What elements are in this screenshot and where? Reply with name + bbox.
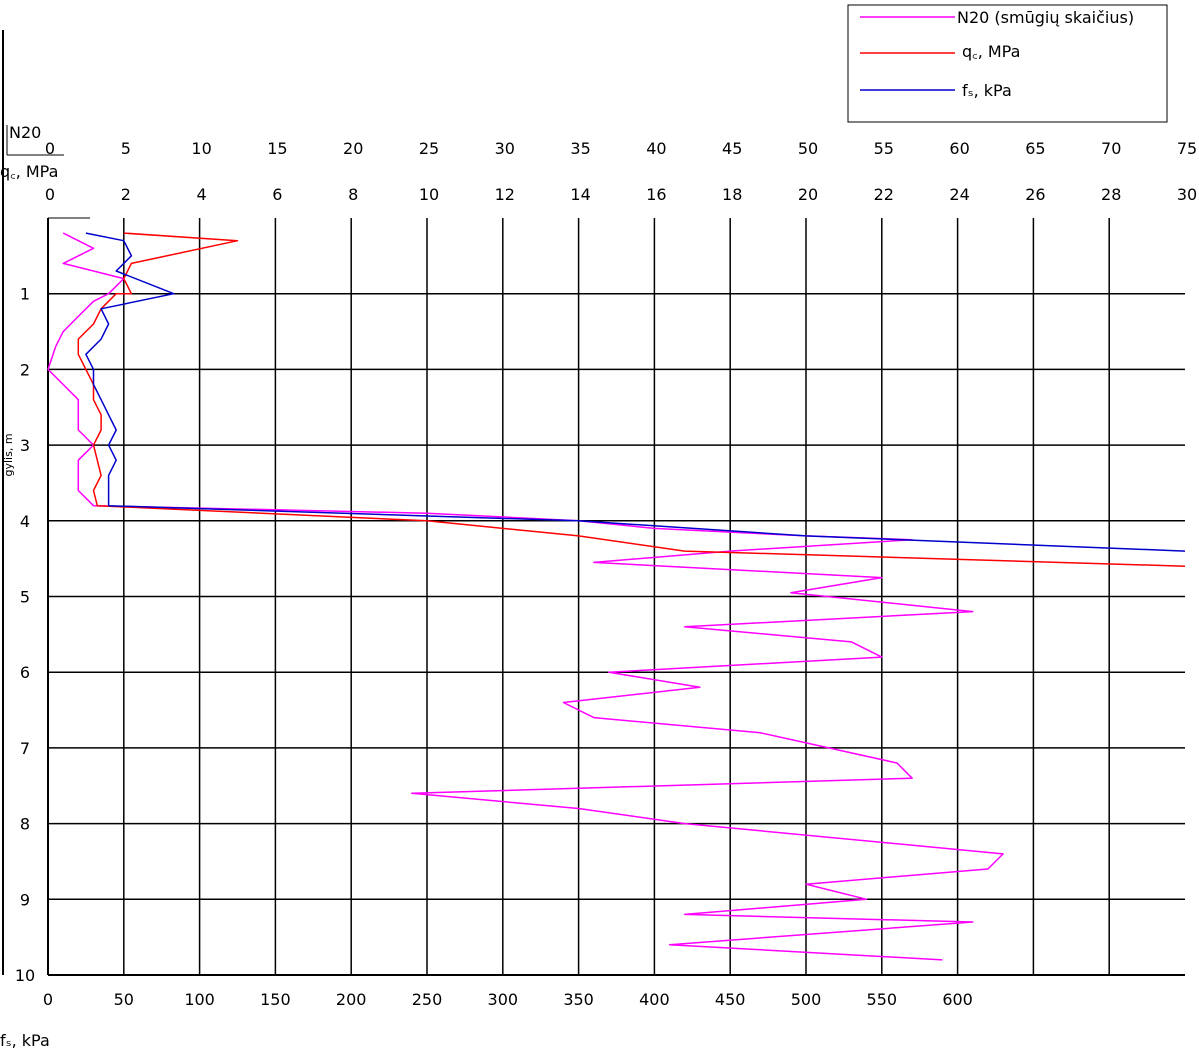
qc-tick-label: 12 — [495, 185, 515, 204]
qc-tick-label: 10 — [419, 185, 439, 204]
n20-tick-label: 30 — [495, 139, 515, 158]
legend-box — [847, 4, 1168, 123]
n20-tick-label: 25 — [419, 139, 439, 158]
n20-tick-label: 70 — [1101, 139, 1121, 158]
n20-axis-title: N20 — [9, 123, 41, 142]
fs-tick-label: 300 — [488, 990, 519, 1009]
qc-tick-label: 2 — [121, 185, 131, 204]
series-layer — [47, 232, 1186, 961]
n20-tick-label: 65 — [1025, 139, 1045, 158]
depth-tick-label: 1 — [20, 285, 30, 304]
series-line-fs — [85, 232, 1186, 552]
fs-tick-label: 500 — [791, 990, 822, 1009]
y-axis-title: gylis, m — [2, 433, 15, 476]
fs-tick-label: 250 — [412, 990, 443, 1009]
qc-tick-label: 22 — [874, 185, 894, 204]
fs-tick-label: 200 — [336, 990, 367, 1009]
qc-tick-label: 14 — [570, 185, 590, 204]
fs-tick-label: 50 — [114, 990, 134, 1009]
qc-tick-label: 26 — [1025, 185, 1045, 204]
qc-tick-label: 18 — [722, 185, 742, 204]
qc-tick-label: 16 — [646, 185, 666, 204]
legend-label-fs: fₛ, kPa — [962, 81, 1012, 100]
n20-tick-label: 45 — [722, 139, 742, 158]
depth-tick-label: 2 — [20, 360, 30, 379]
fs-tick-label: 150 — [260, 990, 291, 1009]
depth-tick-label: 8 — [20, 815, 30, 834]
n20-tick-label: 10 — [191, 139, 211, 158]
fs-tick-label: 350 — [563, 990, 594, 1009]
fs-tick-label: 600 — [942, 990, 973, 1009]
n20-tick-label: 35 — [570, 139, 590, 158]
n20-tick-label: 55 — [874, 139, 894, 158]
legend-label-n20: N20 (smūgių skaičius) — [957, 8, 1134, 27]
qc-tick-label: 20 — [798, 185, 818, 204]
series-line-n20 — [47, 232, 1004, 961]
n20-tick-label: 50 — [798, 139, 818, 158]
qc-tick-label: 4 — [197, 185, 207, 204]
n20-tick-label: 75 — [1177, 139, 1197, 158]
fs-tick-label: 400 — [639, 990, 670, 1009]
qc-tick-label: 24 — [949, 185, 969, 204]
qc-tick-label: 30 — [1177, 185, 1197, 204]
depth-tick-label: 4 — [20, 512, 30, 531]
tick-labels: 0 5 10 15 20 25 30 35 40 45 50 55 60 65 70 750 2 4 6 8 10 12 1… — [15, 139, 1197, 1009]
depth-tick-label: 9 — [20, 890, 30, 909]
legend-label-qc: q꜀, MPa — [962, 42, 1020, 61]
n20-tick-label: 40 — [646, 139, 666, 158]
depth-tick-label: 5 — [20, 588, 30, 607]
n20-tick-label: 15 — [267, 139, 287, 158]
fs-tick-label: 100 — [184, 990, 215, 1009]
n20-tick-label: 0 — [45, 139, 55, 158]
legend: N20 (smūgių skaičius) q꜀, MPa fₛ, kPa — [847, 4, 1168, 123]
n20-tick-label: 20 — [343, 139, 363, 158]
n20-axis-title-group: N20 — [6, 123, 64, 156]
qc-tick-label: 8 — [348, 185, 358, 204]
n20-tick-label: 60 — [949, 139, 969, 158]
depth-tick-label: 6 — [20, 663, 30, 682]
depth-tick-label: 10 — [15, 966, 35, 985]
depth-tick-label: 3 — [20, 436, 30, 455]
fs-tick-label: 0 — [43, 990, 53, 1009]
qc-tick-label: 0 — [45, 185, 55, 204]
qc-tick-label: 6 — [272, 185, 282, 204]
grid — [47, 217, 1185, 976]
qc-axis-title: q꜀, MPa — [0, 162, 58, 181]
series-line-qc — [77, 232, 1186, 567]
n20-tick-label: 5 — [121, 139, 131, 158]
fs-axis-title: fₛ, kPa — [0, 1031, 50, 1050]
qc-tick-label: 28 — [1101, 185, 1121, 204]
fs-tick-label: 550 — [867, 990, 898, 1009]
fs-tick-label: 450 — [715, 990, 746, 1009]
depth-tick-label: 7 — [20, 739, 30, 758]
